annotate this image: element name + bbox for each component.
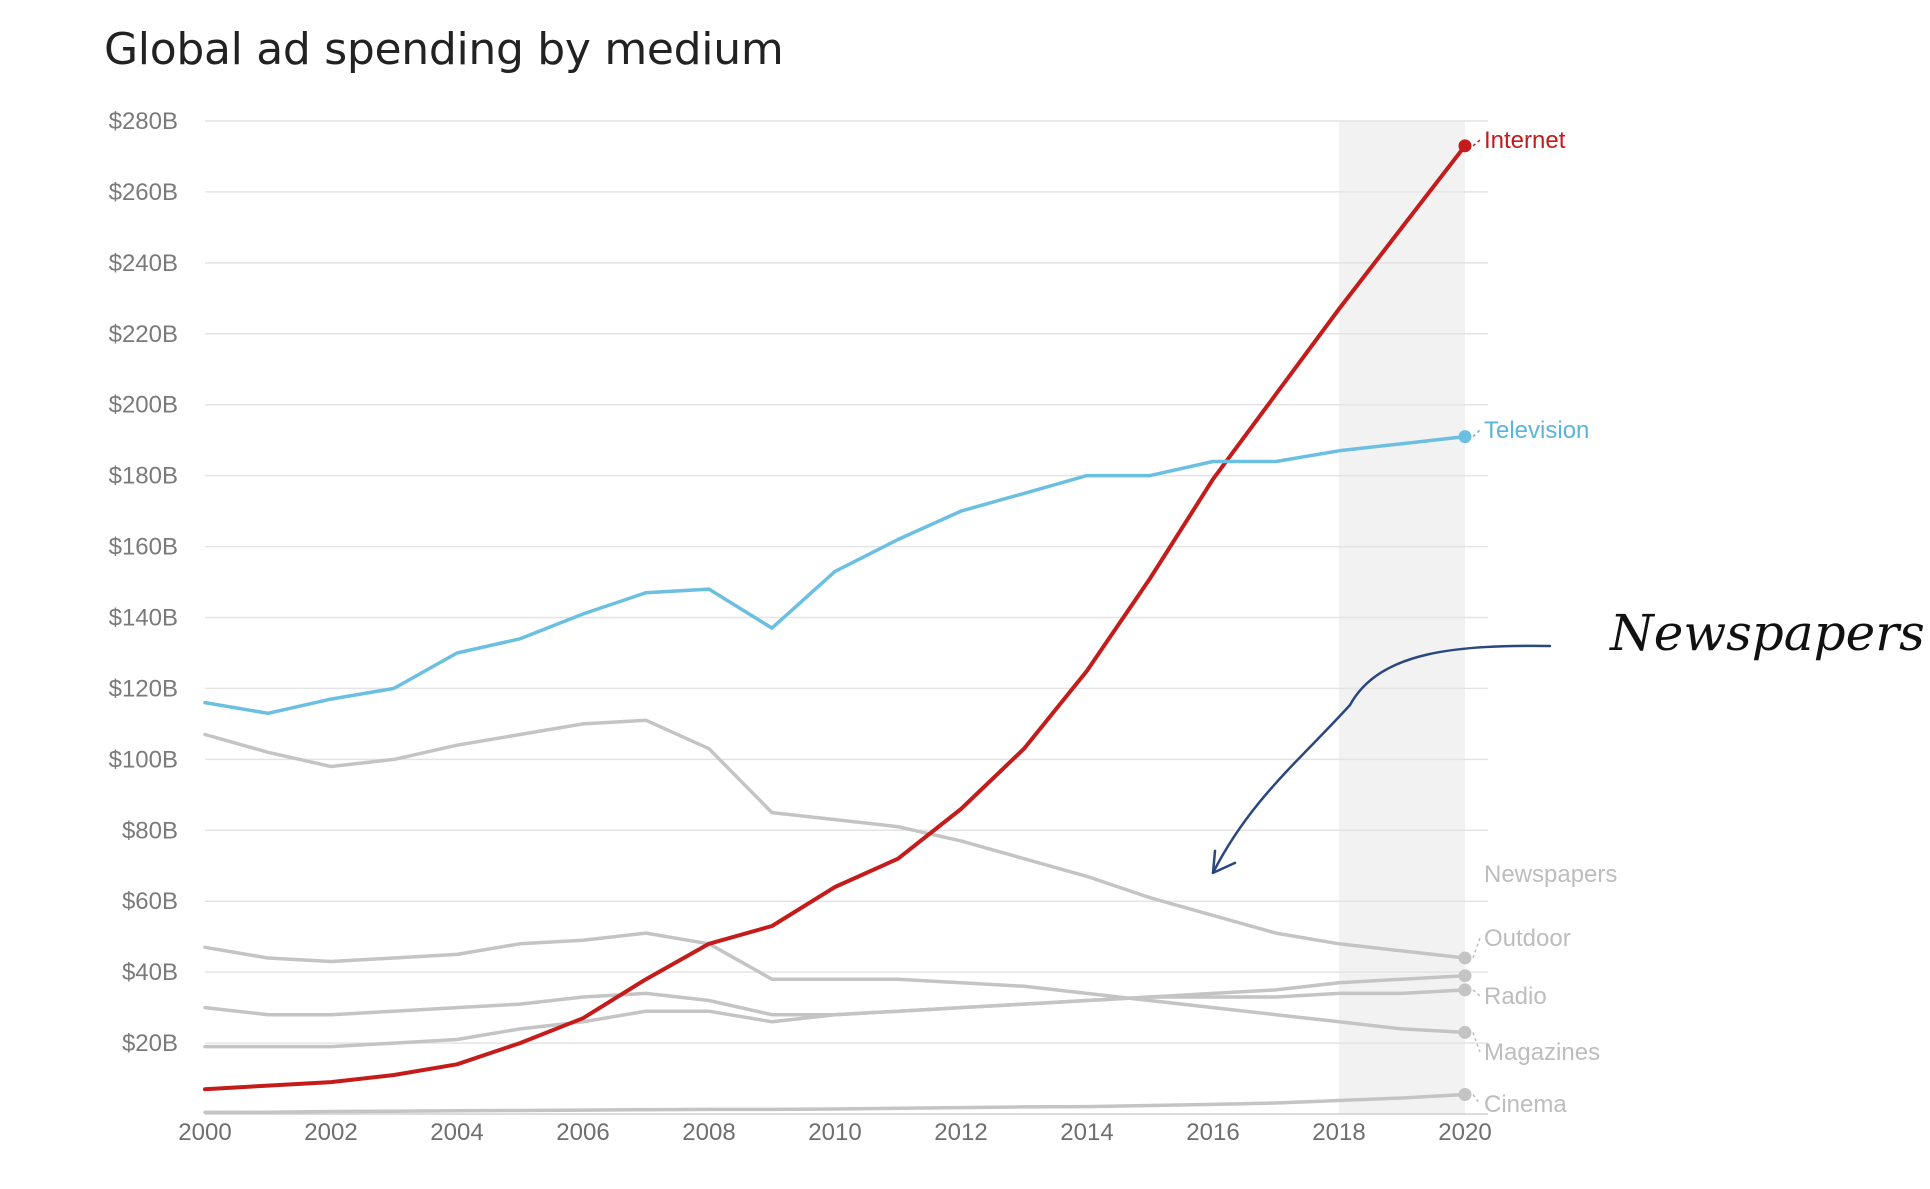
y-tick-label: $240B — [109, 250, 178, 277]
x-tick-label: 2014 — [1060, 1119, 1113, 1146]
y-axis: $20B $40B $60B $80B $100B $120B $140B $160B $180… — [109, 108, 1488, 1115]
series-lines — [203, 143, 1467, 1114]
leader-line — [1472, 989, 1481, 997]
leader-line — [1472, 937, 1481, 959]
x-tick-label: 2006 — [556, 1119, 609, 1146]
series-line-radio — [203, 988, 1467, 1017]
series-line-internet — [203, 143, 1467, 1092]
x-tick-label: 2010 — [808, 1119, 861, 1146]
y-tick-label: $160B — [109, 534, 178, 561]
end-marker-cinema — [1458, 1087, 1472, 1101]
series-label-magazines: Magazines — [1484, 1039, 1600, 1066]
x-tick-label: 2004 — [430, 1119, 483, 1146]
y-tick-label: $60B — [122, 888, 178, 915]
x-tick-label: 2000 — [178, 1119, 231, 1146]
y-tick-label: $200B — [109, 392, 178, 419]
y-tick-label: $260B — [109, 179, 178, 206]
annotation: Newspapers — [1211, 604, 1925, 875]
series-line-newspapers — [203, 718, 1467, 960]
annotation-arrowhead — [1211, 849, 1237, 875]
series-label-newspapers: Newspapers — [1484, 861, 1617, 888]
leader-line — [1472, 429, 1481, 438]
annotation-arrow — [1211, 644, 1552, 875]
series-label-internet: Internet — [1484, 127, 1566, 154]
gridlines — [205, 120, 1488, 1044]
series-label-cinema: Cinema — [1484, 1091, 1567, 1118]
x-tick-label: 2020 — [1438, 1119, 1491, 1146]
x-tick-label: 2018 — [1312, 1119, 1365, 1146]
chart-title: Global ad spending by medium — [104, 24, 784, 75]
y-tick-label: $100B — [109, 746, 178, 773]
series-line-television — [203, 434, 1467, 716]
y-tick-label: $40B — [122, 959, 178, 986]
y-tick-label: $180B — [109, 463, 178, 490]
x-tick-label: 2016 — [1186, 1119, 1239, 1146]
series-label-outdoor: Outdoor — [1484, 925, 1571, 952]
end-marker-television — [1458, 430, 1472, 444]
series-line-magazines — [203, 931, 1467, 1035]
end-marker-outdoor — [1458, 969, 1472, 983]
series-label-radio: Radio — [1484, 983, 1547, 1010]
y-tick-label: $280B — [109, 108, 178, 135]
end-marker-radio — [1458, 983, 1472, 997]
leader-line — [1472, 139, 1481, 147]
y-tick-label: $20B — [122, 1030, 178, 1057]
y-tick-label: $140B — [109, 605, 178, 632]
series-label-television: Television — [1484, 417, 1589, 444]
y-tick-label: $220B — [109, 321, 178, 348]
series-labels: Internet Television Newspapers Outdoor Radio… — [1472, 127, 1617, 1118]
end-marker-internet — [1458, 139, 1472, 153]
x-tick-label: 2008 — [682, 1119, 735, 1146]
leader-line — [1472, 1094, 1481, 1105]
x-axis: 2000 2002 2004 2006 2008 2010 2012 2014 2016 2018… — [178, 1119, 1491, 1146]
x-tick-label: 2002 — [304, 1119, 357, 1146]
x-tick-label: 2012 — [934, 1119, 987, 1146]
y-tick-label: $120B — [109, 675, 178, 702]
leader-line — [1472, 1032, 1481, 1053]
end-marker-magazines — [1458, 1025, 1472, 1039]
annotation-text: Newspapers — [1609, 604, 1925, 662]
end-markers — [1458, 139, 1472, 1101]
end-marker-newspapers — [1458, 951, 1472, 965]
series-line-cinema — [203, 1092, 1467, 1114]
y-tick-label: $80B — [122, 817, 178, 844]
